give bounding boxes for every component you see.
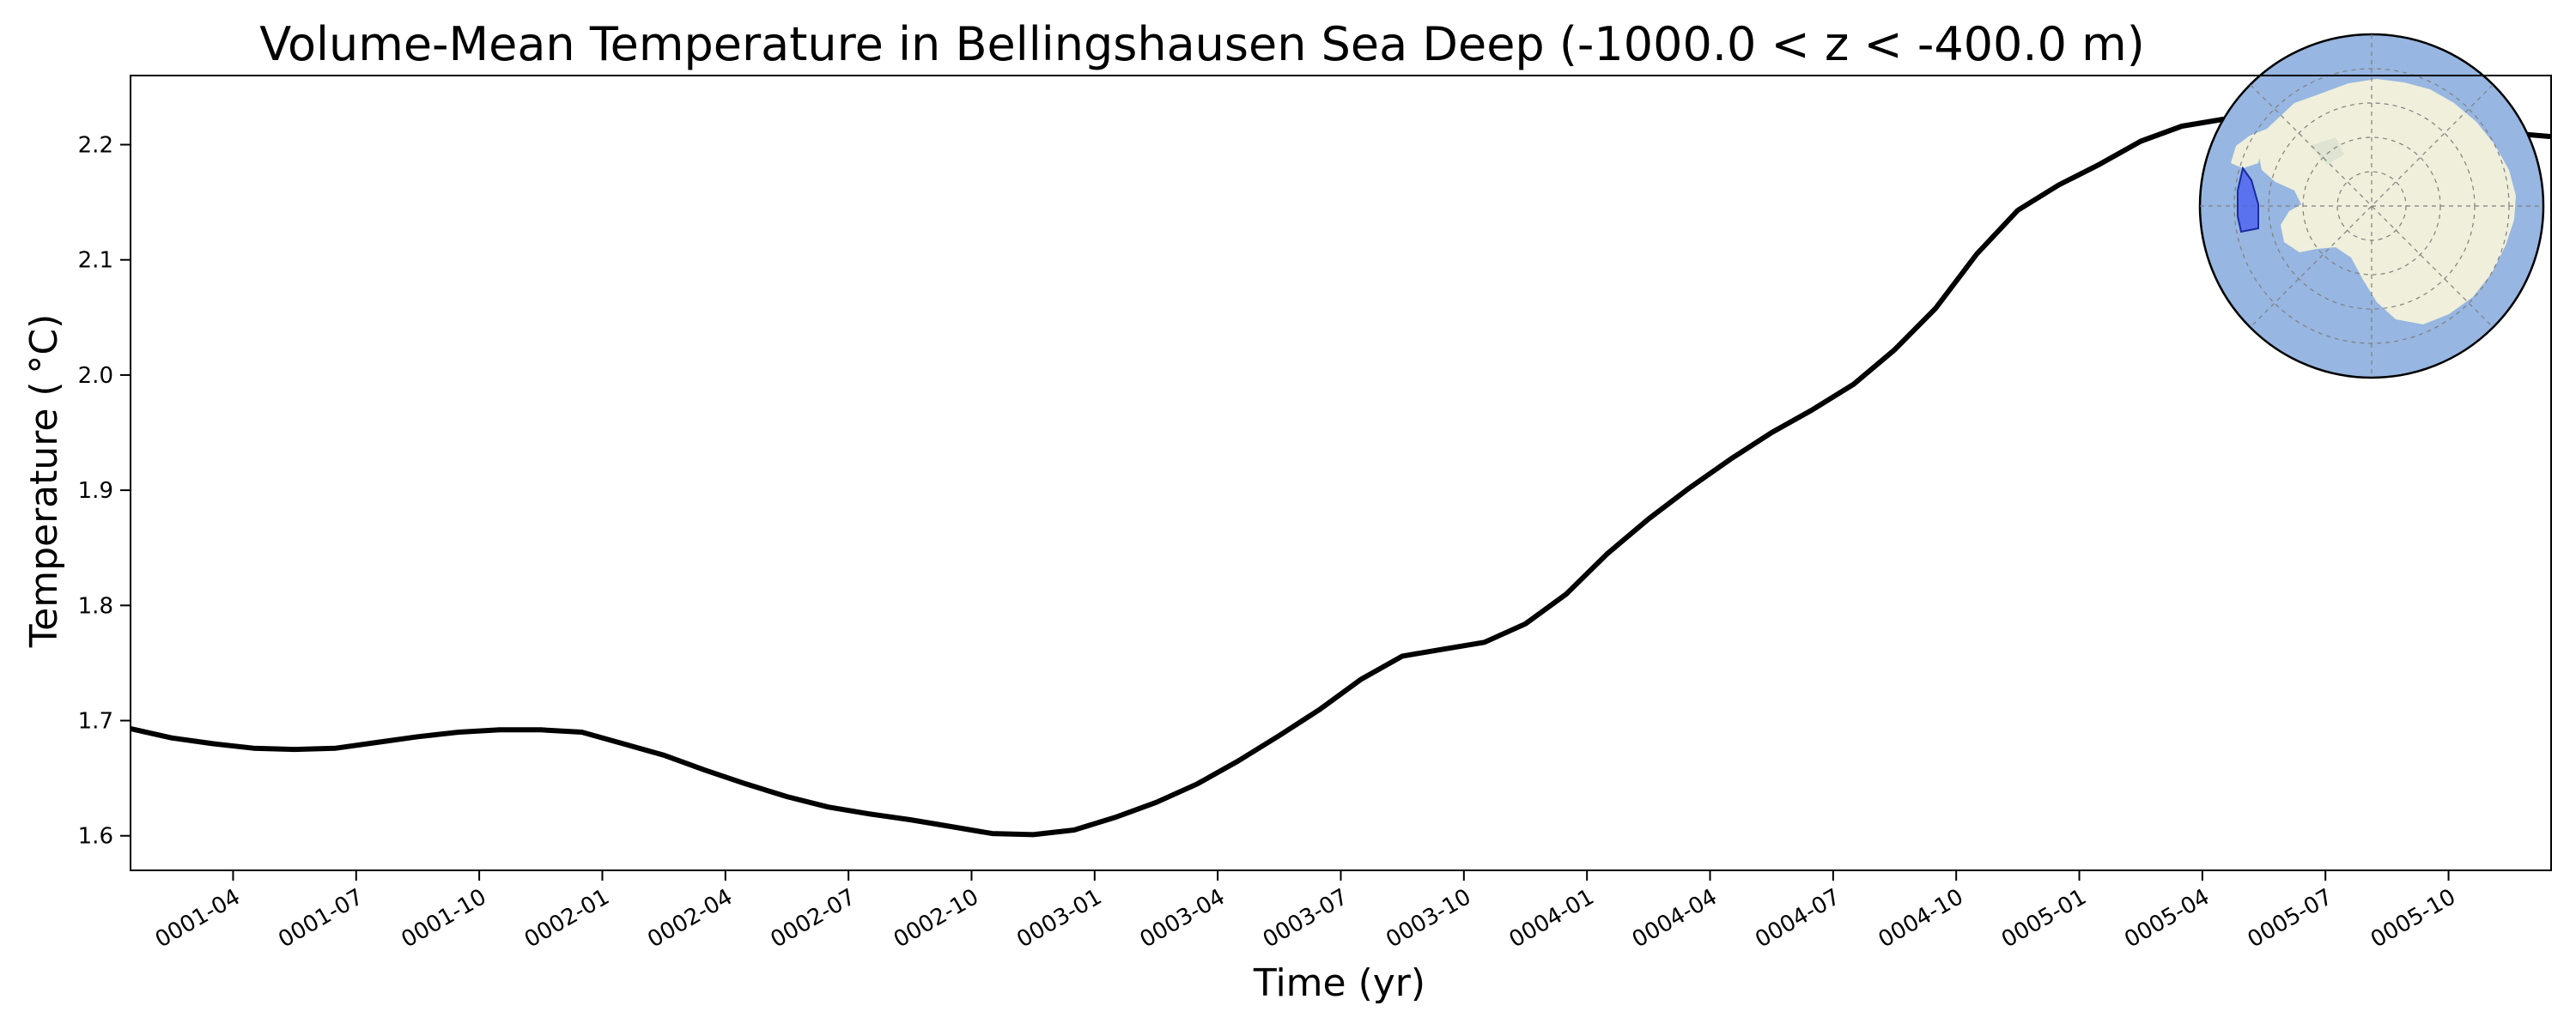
y-tick-label: 1.8 xyxy=(78,593,113,619)
y-tick-label: 2.0 xyxy=(78,363,113,389)
map-region-highlight xyxy=(2237,166,2259,233)
x-tick-label: 0002-07 xyxy=(767,884,860,953)
x-axis-label: Time (yr) xyxy=(1253,961,1425,1005)
x-tick-label: 0004-10 xyxy=(1874,884,1968,953)
x-tick-label: 0002-10 xyxy=(890,884,983,953)
x-tick-label: 0001-07 xyxy=(274,884,368,953)
antarctica-region-map xyxy=(2198,33,2545,379)
x-tick-label: 0005-01 xyxy=(1997,884,2091,953)
x-tick-label: 0002-01 xyxy=(520,884,614,953)
y-tick-label: 1.6 xyxy=(78,824,113,850)
x-tick-label: 0003-10 xyxy=(1382,884,1475,953)
series-line-0 xyxy=(130,114,2552,838)
x-tick-label: 0004-01 xyxy=(1505,884,1599,953)
series-layer xyxy=(130,114,2552,838)
x-tick-label: 0005-07 xyxy=(2244,884,2337,953)
plot-frame xyxy=(130,75,2552,871)
x-tick-label: 0003-04 xyxy=(1136,884,1230,953)
x-tick-label: 0001-04 xyxy=(151,884,245,953)
y-tick-label: 2.1 xyxy=(78,248,113,274)
x-tick-label: 0005-04 xyxy=(2120,884,2214,953)
y-tick-label: 1.9 xyxy=(78,478,113,504)
map-land-peninsula xyxy=(2231,129,2267,168)
y-tick-label: 1.7 xyxy=(78,709,113,735)
y-tick-label: 2.2 xyxy=(78,133,113,159)
chart-title: Volume-Mean Temperature in Bellingshause… xyxy=(259,17,2145,71)
x-tick-label: 0004-04 xyxy=(1628,884,1722,953)
x-tick-label: 0003-07 xyxy=(1259,884,1352,953)
y-axis-label: Temperature ( °C) xyxy=(22,314,66,649)
y-axis-ticks: 1.6 1.7 1.8 1.9 2.0 2.1 2.2 xyxy=(78,133,131,850)
x-tick-label: 0004-07 xyxy=(1751,884,1844,953)
x-tick-label: 0001-10 xyxy=(398,884,491,953)
x-tick-label: 0003-01 xyxy=(1012,884,1106,953)
x-tick-label: 0002-04 xyxy=(643,884,737,953)
map-ice-shelf xyxy=(2310,137,2344,165)
x-axis-ticks: 0001-04 0001-07 0001-10 0002-01 0002-04 0002-… xyxy=(151,870,2460,953)
x-tick-label: 0005-10 xyxy=(2366,884,2460,953)
